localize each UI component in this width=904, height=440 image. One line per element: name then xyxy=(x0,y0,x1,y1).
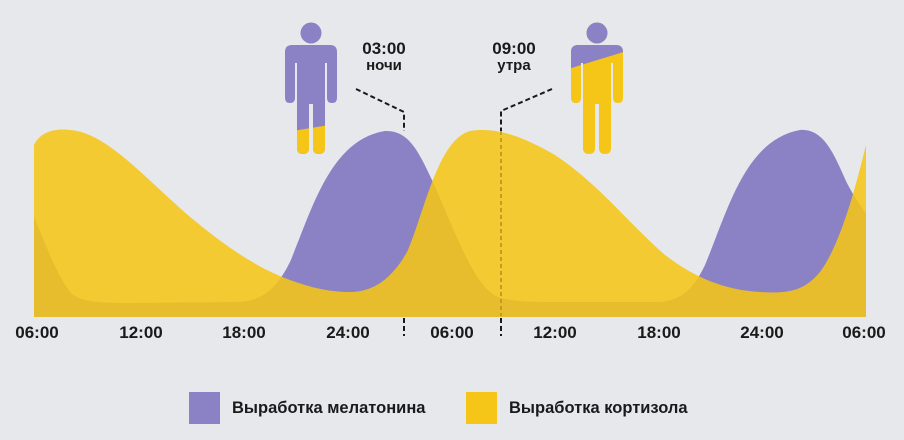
x-axis: 06:00 12:00 18:00 24:00 06:00 12:00 18:0… xyxy=(15,323,885,342)
x-tick: 24:00 xyxy=(326,323,369,342)
cortisol-swatch xyxy=(466,392,497,424)
annotation-night-time: 03:00 xyxy=(362,39,405,58)
legend-item-cortisol: Выработка кортизола xyxy=(466,392,688,424)
x-tick: 18:00 xyxy=(637,323,680,342)
legend-item-melatonin: Выработка мелатонина xyxy=(189,392,425,424)
x-tick: 06:00 xyxy=(430,323,473,342)
annotation-morning-time: 09:00 xyxy=(492,39,535,58)
legend-label-cortisol: Выработка кортизола xyxy=(509,398,688,417)
annotation-night-label: ночи xyxy=(366,57,402,74)
x-tick: 24:00 xyxy=(740,323,783,342)
annotation-line-morning xyxy=(500,88,553,336)
annotation-line-night xyxy=(355,88,405,336)
cortisol-area xyxy=(34,129,866,317)
melatonin-swatch xyxy=(189,392,220,424)
person-morning-icon xyxy=(571,22,623,154)
annotation-morning-label: утра xyxy=(497,57,531,74)
x-tick: 06:00 xyxy=(15,323,58,342)
x-tick: 12:00 xyxy=(119,323,162,342)
person-night-icon xyxy=(285,22,337,154)
legend-label-melatonin: Выработка мелатонина xyxy=(232,398,426,417)
x-tick: 12:00 xyxy=(533,323,576,342)
legend: Выработка мелатонина Выработка кортизола xyxy=(0,392,904,426)
x-tick: 18:00 xyxy=(222,323,265,342)
x-tick: 06:00 xyxy=(842,323,885,342)
